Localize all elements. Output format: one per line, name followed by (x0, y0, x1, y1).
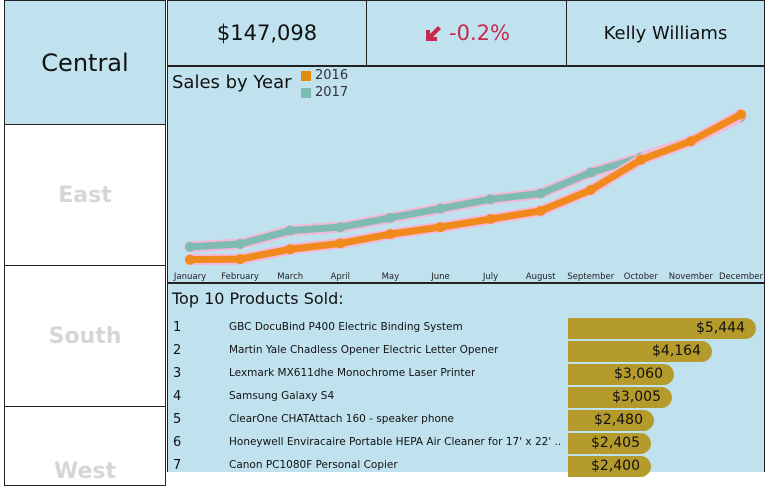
product-row[interactable]: 2 Martin Yale Chadless Opener Electric Le… (168, 340, 766, 363)
data-point-2016[interactable] (285, 244, 296, 255)
data-point-2017[interactable] (485, 194, 496, 205)
product-name: Samsung Galaxy S4 (229, 390, 335, 402)
legend-item-2016[interactable]: 2016 (301, 67, 348, 84)
x-tick-label: January (173, 272, 206, 282)
kpi-manager: Kelly Williams (566, 0, 765, 66)
product-sales-value: $2,405 (591, 435, 640, 451)
product-sales-bar (568, 364, 674, 385)
kpi-change: -0.2% (366, 0, 567, 66)
data-point-2017[interactable] (185, 241, 195, 252)
products-title: Top 10 Products Sold: (172, 289, 344, 308)
x-tick-label: September (567, 272, 614, 282)
product-sales-bar (568, 410, 654, 431)
legend-label: 2016 (315, 68, 349, 83)
region-label: Central (41, 48, 129, 77)
product-sales-value: $3,005 (612, 389, 661, 405)
chart-title: Sales by Year (172, 72, 292, 93)
data-point-2016[interactable] (485, 214, 496, 225)
data-point-2017[interactable] (535, 188, 546, 199)
product-sales-bar (568, 318, 756, 339)
line-chart-canvas: January February March April May June July Augu… (173, 108, 764, 282)
data-point-2016[interactable] (535, 205, 546, 216)
kpi-manager-name: Kelly Williams (603, 22, 728, 44)
kpi-total-value: $147,098 (216, 21, 318, 45)
kpi-change-value: -0.2% (449, 21, 510, 45)
x-tick-label: June (430, 272, 450, 282)
legend-label: 2017 (315, 85, 349, 100)
product-rank: 3 (173, 366, 182, 381)
product-name: GBC DocuBind P400 Electric Binding Syste… (229, 321, 463, 333)
chart-legend: 2016 2017 (301, 67, 348, 101)
product-sales-value: $4,164 (652, 343, 701, 359)
arrow-down-left-icon (426, 26, 442, 41)
legend-swatch (301, 70, 311, 81)
x-tick-label: November (669, 272, 714, 282)
region-label: East (58, 182, 112, 208)
product-sales-bar (568, 341, 712, 362)
data-point-2017[interactable] (285, 225, 296, 236)
product-sales-value: $2,480 (594, 412, 643, 428)
data-point-2016[interactable] (385, 229, 396, 240)
product-rank: 2 (173, 343, 182, 358)
data-point-2016[interactable] (235, 254, 246, 265)
product-row[interactable]: 6 Honeywell Enviracaire Portable HEPA Air… (168, 432, 766, 455)
x-tick-label: August (526, 272, 556, 282)
data-point-2016[interactable] (635, 154, 646, 165)
data-point-2017[interactable] (385, 212, 396, 223)
kpi-change-group: -0.2% (423, 21, 510, 45)
x-tick-label: December (719, 272, 764, 282)
data-point-2017[interactable] (335, 222, 346, 233)
product-rank: 7 (173, 458, 182, 473)
product-name: Martin Yale Chadless Opener Electric Let… (229, 344, 499, 356)
x-tick-label: February (221, 272, 259, 282)
x-tick-label: March (277, 272, 303, 282)
data-point-2016[interactable] (736, 109, 746, 120)
x-tick-label: October (624, 272, 659, 282)
data-point-2017[interactable] (435, 203, 446, 214)
region-tile-west[interactable]: West (4, 406, 166, 486)
product-name: Lexmark MX611dhe Monochrome Laser Printe… (229, 367, 476, 379)
legend-swatch (301, 87, 311, 98)
data-point-2016[interactable] (435, 222, 446, 233)
product-row[interactable]: 5 ClearOne CHATAttach 160 - speaker phone… (168, 409, 766, 432)
x-tick-label: July (482, 272, 498, 282)
product-sales-bar (568, 387, 672, 408)
region-tile-central[interactable]: Central (4, 0, 166, 125)
product-row[interactable]: 7 Canon PC1080F Personal Copier $2,400 (168, 455, 766, 478)
product-row[interactable]: 1 GBC DocuBind P400 Electric Binding Syst… (168, 317, 766, 340)
data-point-2016[interactable] (685, 136, 696, 147)
region-tile-east[interactable]: East (4, 124, 166, 266)
product-row[interactable]: 4 Samsung Galaxy S4 $3,005 (168, 386, 766, 409)
top-products-panel: Top 10 Products Sold: 1 GBC DocuBind P400… (167, 283, 766, 477)
series-line-2016 (186, 110, 745, 264)
product-sales-value: $5,444 (696, 320, 745, 336)
product-rank: 6 (173, 435, 182, 450)
kpi-total-sales: $147,098 (167, 0, 367, 66)
x-tick-label: May (382, 272, 400, 282)
x-tick-label: April (331, 272, 350, 282)
product-sales-bar (568, 433, 651, 454)
product-name: ClearOne CHATAttach 160 - speaker phone (229, 413, 455, 425)
product-name: Canon PC1080F Personal Copier (229, 459, 398, 471)
product-rank: 5 (173, 412, 182, 427)
data-point-2017[interactable] (235, 238, 246, 249)
region-label: South (48, 323, 122, 349)
product-rank: 1 (173, 320, 182, 335)
sales-by-year-chart: Sales by Year 2016 2017 January February M… (167, 66, 765, 283)
data-point-2016[interactable] (185, 254, 195, 265)
product-sales-value: $3,060 (614, 366, 663, 382)
product-row[interactable]: 3 Lexmark MX611dhe Monochrome Laser Print… (168, 363, 766, 386)
data-point-2017[interactable] (585, 167, 596, 178)
region-selector: Central East South West (0, 0, 168, 486)
legend-item-2017[interactable]: 2017 (301, 84, 348, 101)
data-point-2016[interactable] (335, 238, 346, 249)
region-tile-south[interactable]: South (4, 265, 166, 407)
product-name: Honeywell Enviracaire Portable HEPA Air … (229, 436, 562, 448)
product-rank: 4 (173, 389, 182, 404)
product-sales-value: $2,400 (591, 458, 640, 474)
data-point-2016[interactable] (585, 184, 596, 195)
